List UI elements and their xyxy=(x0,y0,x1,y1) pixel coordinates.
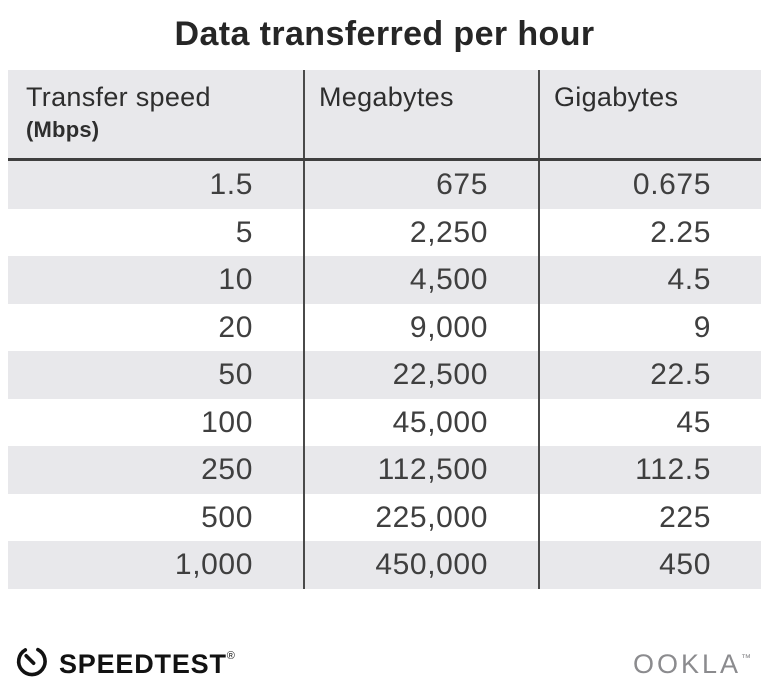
cell-gigabytes: 22.5 xyxy=(538,351,761,399)
table-row: 500 225,000 225 xyxy=(8,493,761,541)
speedtest-wordmark: SPEEDTEST® xyxy=(59,649,236,680)
cell-gigabytes: 2.25 xyxy=(538,208,761,256)
cell-speed: 50 xyxy=(218,358,253,391)
speedtest-logo: SPEEDTEST® xyxy=(14,643,236,685)
cell-megabytes: 22,500 xyxy=(303,351,538,399)
cell-megabytes: 112,500 xyxy=(303,446,538,494)
cell-megabytes: 9,000 xyxy=(303,303,538,351)
cell-gigabytes: 45 xyxy=(538,398,761,446)
table-row: 100 45,000 45 xyxy=(8,398,761,446)
header-megabytes: Megabytes xyxy=(303,70,538,158)
cell-speed: 20 xyxy=(218,310,253,344)
table-row: 20 9,000 9 xyxy=(8,303,761,351)
registered-mark: ® xyxy=(226,649,236,662)
cell-gigabytes: 450 xyxy=(538,541,761,589)
table-row: 250 112,500 112.5 xyxy=(8,446,761,494)
cell-gigabytes: 0.675 xyxy=(538,161,761,209)
ookla-logo: OOKLA™ xyxy=(633,649,751,680)
table-row: 50 22,500 22.5 xyxy=(8,351,761,399)
trademark-mark: ™ xyxy=(741,652,751,664)
table-row: 10 4,500 4.5 xyxy=(8,256,761,304)
table-header-row: Transfer speed (Mbps) Megabytes Gigabyte… xyxy=(8,70,761,161)
cell-megabytes: 450,000 xyxy=(303,541,538,589)
header-gigabytes: Gigabytes xyxy=(538,70,761,158)
speedtest-gauge-icon xyxy=(14,643,51,685)
cell-gigabytes: 112.5 xyxy=(538,446,761,494)
cell-megabytes: 4,500 xyxy=(303,256,538,304)
cell-speed: 10 xyxy=(218,263,253,296)
header-transfer-speed: Transfer speed (Mbps) xyxy=(8,70,303,158)
cell-gigabytes: 9 xyxy=(538,303,761,351)
cell-speed: 1.5 xyxy=(209,168,253,201)
speedtest-label: SPEEDTEST xyxy=(59,648,227,679)
cell-megabytes: 225,000 xyxy=(303,493,538,541)
header-mbps-unit: (Mbps) xyxy=(26,117,100,142)
cell-gigabytes: 225 xyxy=(538,493,761,541)
cell-speed: 100 xyxy=(201,405,253,439)
footer: SPEEDTEST® OOKLA™ xyxy=(14,642,751,686)
cell-speed: 500 xyxy=(201,500,253,534)
cell-speed: 1,000 xyxy=(174,548,253,581)
cell-speed: 250 xyxy=(201,453,253,486)
page-title: Data transferred per hour xyxy=(174,15,595,53)
header-transfer-speed-label: Transfer speed xyxy=(26,82,211,112)
table-row: 1,000 450,000 450 xyxy=(8,541,761,589)
cell-gigabytes: 4.5 xyxy=(538,256,761,304)
ookla-label: OOKLA xyxy=(632,648,741,679)
cell-speed: 5 xyxy=(235,215,253,249)
cell-megabytes: 675 xyxy=(303,161,538,209)
data-table: Transfer speed (Mbps) Megabytes Gigabyte… xyxy=(8,70,761,589)
cell-megabytes: 45,000 xyxy=(303,398,538,446)
table-row: 1.5 675 0.675 xyxy=(8,161,761,209)
table-row: 5 2,250 2.25 xyxy=(8,208,761,256)
cell-megabytes: 2,250 xyxy=(303,208,538,256)
